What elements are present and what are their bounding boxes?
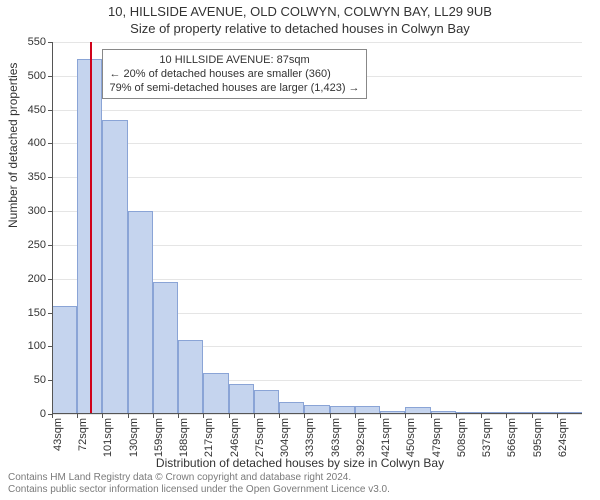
annotation-box: 10 HILLSIDE AVENUE: 87sqm← 20% of detach… [102, 49, 366, 99]
gridline-h [52, 42, 582, 43]
x-tick-label: 537sqm [481, 418, 493, 457]
footer-line-1: Contains HM Land Registry data © Crown c… [8, 472, 390, 484]
annotation-line-2: ← 20% of detached houses are smaller (36… [109, 67, 359, 81]
histogram-bar [178, 340, 203, 414]
x-tick-label: 624sqm [557, 418, 569, 457]
x-tick-label: 188sqm [178, 418, 190, 457]
histogram-bar [254, 390, 279, 414]
footer-line-2: Contains public sector information licen… [8, 484, 390, 496]
x-tick-label: 595sqm [532, 418, 544, 457]
annotation-line-1: 10 HILLSIDE AVENUE: 87sqm [109, 53, 359, 67]
x-tick-label: 72sqm [77, 418, 89, 451]
x-tick-label: 101sqm [102, 418, 114, 457]
x-tick-label: 508sqm [456, 418, 468, 457]
histogram-bar [203, 373, 228, 414]
histogram-bar [229, 384, 254, 414]
page-title-subtitle: Size of property relative to detached ho… [0, 19, 600, 38]
x-tick-label: 333sqm [304, 418, 316, 457]
histogram-bar [52, 306, 77, 414]
y-tick-label: 250 [28, 239, 46, 251]
gridline-h [52, 177, 582, 178]
y-tick-label: 350 [28, 171, 46, 183]
x-tick-label: 43sqm [52, 418, 64, 451]
footer-attribution: Contains HM Land Registry data © Crown c… [8, 472, 390, 496]
x-tick-label: 450sqm [405, 418, 417, 457]
plot-inner: 05010015020025030035040045050055043sqm72… [52, 42, 582, 414]
annotation-line-3: 79% of semi-detached houses are larger (… [109, 81, 359, 95]
x-axis [52, 413, 582, 414]
histogram-bar [102, 120, 127, 414]
page-title-address: 10, HILLSIDE AVENUE, OLD COLWYN, COLWYN … [0, 0, 600, 19]
y-tick-label: 450 [28, 104, 46, 116]
x-tick-label: 566sqm [506, 418, 518, 457]
y-tick-label: 100 [28, 340, 46, 352]
chart-container: 10, HILLSIDE AVENUE, OLD COLWYN, COLWYN … [0, 0, 600, 500]
plot-area: 05010015020025030035040045050055043sqm72… [52, 42, 582, 414]
histogram-bar [153, 282, 178, 414]
y-axis-label: Number of detached properties [6, 63, 20, 228]
x-tick-label: 246sqm [229, 418, 241, 457]
x-tick-label: 304sqm [279, 418, 291, 457]
y-tick-label: 500 [28, 70, 46, 82]
x-tick-label: 363sqm [330, 418, 342, 457]
x-tick-label: 159sqm [153, 418, 165, 457]
y-tick-label: 150 [28, 307, 46, 319]
x-tick-label: 130sqm [128, 418, 140, 457]
x-tick-label: 392sqm [355, 418, 367, 457]
gridline-h [52, 414, 582, 415]
gridline-h [52, 110, 582, 111]
y-tick-label: 550 [28, 36, 46, 48]
histogram-bar [128, 211, 153, 414]
x-tick-label: 217sqm [203, 418, 215, 457]
y-tick-label: 200 [28, 273, 46, 285]
y-tick-label: 0 [40, 408, 46, 420]
y-axis [52, 42, 53, 414]
y-tick-label: 400 [28, 137, 46, 149]
x-tick-label: 275sqm [254, 418, 266, 457]
x-tick-label: 421sqm [380, 418, 392, 457]
gridline-h [52, 143, 582, 144]
x-axis-label: Distribution of detached houses by size … [0, 456, 600, 470]
y-tick-label: 300 [28, 205, 46, 217]
y-tick-label: 50 [34, 374, 46, 386]
subject-property-marker [90, 42, 92, 414]
x-tick-label: 479sqm [431, 418, 443, 457]
